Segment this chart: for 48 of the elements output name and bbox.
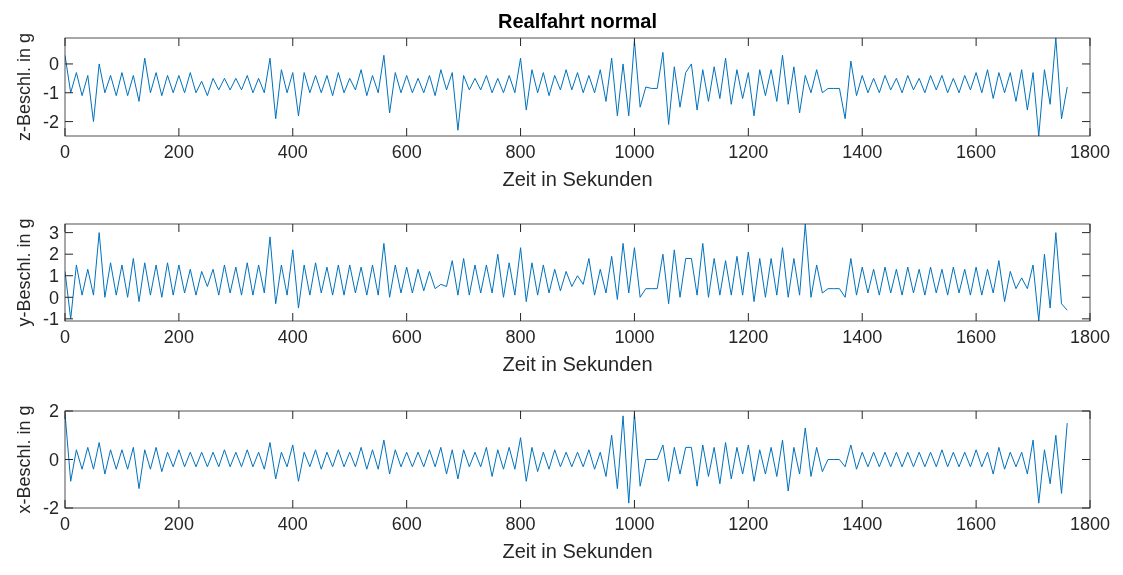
x-axis-title: Zeit in Sekunden xyxy=(502,353,653,375)
x-tick-label: 1000 xyxy=(614,514,655,534)
x-tick-label: 1000 xyxy=(614,327,655,347)
line-series xyxy=(65,412,1068,504)
x-tick-label: 1800 xyxy=(1069,142,1111,162)
x-axis-title: Zeit in Sekunden xyxy=(502,168,653,190)
x-tick-label: 1200 xyxy=(728,514,769,534)
y-tick-label: 0 xyxy=(48,54,59,75)
x-tick-label: 600 xyxy=(391,514,422,534)
x-tick-label: 1200 xyxy=(728,327,769,347)
x-tick-label: 1600 xyxy=(956,327,997,347)
y-tick-label: -2 xyxy=(42,111,59,132)
x-axis-title: Zeit in Sekunden xyxy=(502,540,653,562)
line-series xyxy=(65,38,1068,136)
x-tick-label: 1800 xyxy=(1069,514,1111,534)
chart-title: Realfahrt normal xyxy=(498,10,657,32)
x-tick-label: 1400 xyxy=(842,514,883,534)
y-tick-label: 0 xyxy=(48,449,59,470)
y-tick-label: 3 xyxy=(48,222,59,243)
x-tick-label: 400 xyxy=(277,142,308,162)
x-tick-label: 400 xyxy=(277,514,308,534)
y-tick-label: -2 xyxy=(42,498,59,519)
x-tick-label: 200 xyxy=(163,327,194,347)
y-tick-label: -1 xyxy=(42,309,59,330)
y-axis-title: z-Beschl. in g xyxy=(14,32,34,142)
y-tick-label: 2 xyxy=(48,244,59,265)
line-series xyxy=(65,224,1068,321)
x-tick-label: 1600 xyxy=(956,514,997,534)
x-tick-label: 1200 xyxy=(728,142,769,162)
y-tick-label: 2 xyxy=(48,401,59,422)
x-tick-label: 200 xyxy=(163,514,194,534)
x-tick-label: 1400 xyxy=(842,142,883,162)
x-tick-label: 600 xyxy=(391,142,422,162)
x-tick-label: 400 xyxy=(277,327,308,347)
x-tick-label: 800 xyxy=(505,327,536,347)
x-tick-label: 800 xyxy=(505,514,536,534)
x-tick-label: 800 xyxy=(505,142,536,162)
x-tick-label: 1000 xyxy=(614,142,655,162)
y-tick-label: -1 xyxy=(42,83,59,104)
x-tick-label: 1400 xyxy=(842,327,883,347)
x-tick-label: 1600 xyxy=(956,142,997,162)
y-axis-title: y-Beschl. in g xyxy=(14,218,34,327)
y-tick-label: 0 xyxy=(48,287,59,308)
y-tick-label: 1 xyxy=(48,266,59,287)
x-tick-label: 1800 xyxy=(1069,327,1111,347)
x-tick-label: 200 xyxy=(163,142,194,162)
x-tick-label: 600 xyxy=(391,327,422,347)
y-axis-title: x-Beschl. in g xyxy=(14,405,34,514)
